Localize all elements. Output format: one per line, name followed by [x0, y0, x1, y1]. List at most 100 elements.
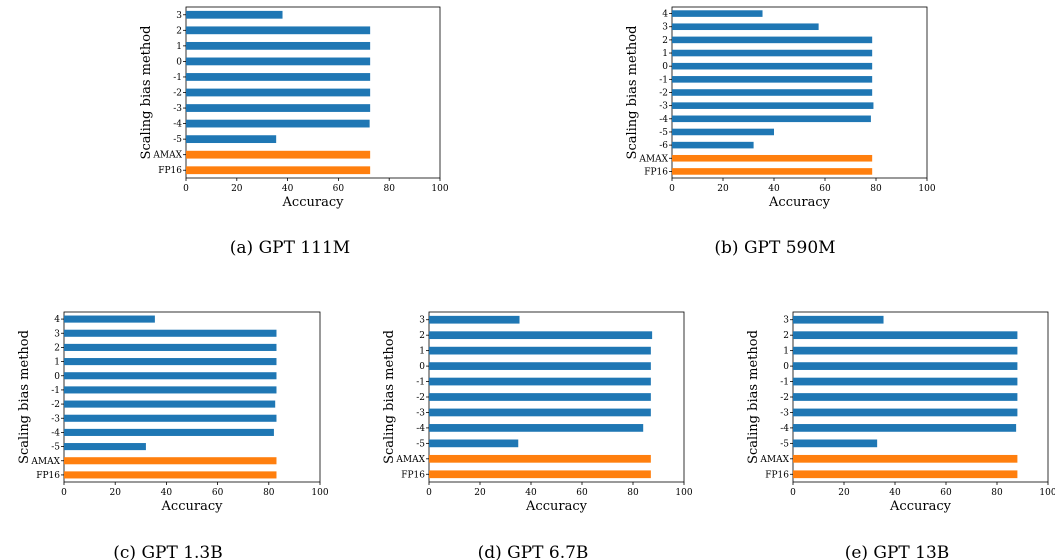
x-tick-label: 20 [838, 488, 850, 498]
plot-frame [63, 311, 321, 483]
bar [429, 362, 651, 370]
x-tick-label: 0 [61, 488, 67, 498]
x-tick-label: 0 [790, 488, 796, 498]
bar [672, 49, 873, 57]
y-tick-label: 4 [662, 10, 668, 20]
x-tick-label: 40 [161, 488, 173, 498]
bar [186, 73, 371, 81]
bar [429, 315, 520, 324]
y-tick-label: -5 [780, 439, 789, 449]
y-tick-label: -5 [51, 443, 60, 453]
x-tick-label: 80 [991, 488, 1003, 498]
bar [793, 470, 1018, 479]
bar [64, 428, 274, 436]
bar [429, 331, 653, 340]
x-tick-label: 100 [431, 184, 448, 194]
y-tick-label: -4 [659, 115, 668, 125]
bar [64, 386, 277, 394]
x-tick-label: 40 [889, 488, 901, 498]
y-tick-label: -3 [416, 408, 425, 418]
bar [793, 315, 884, 324]
bar [429, 346, 651, 355]
y-tick-label: 1 [176, 42, 182, 52]
bar [186, 119, 370, 128]
y-tick-label: 2 [419, 331, 425, 341]
bar [672, 10, 763, 17]
x-tick-label: 20 [231, 184, 243, 194]
y-tick-label: 4 [54, 315, 60, 325]
y-tick-label: -5 [659, 128, 668, 138]
y-tick-label: -4 [416, 424, 425, 434]
bar [64, 358, 277, 366]
y-tick-label: -6 [659, 141, 668, 151]
bar [672, 168, 873, 175]
y-tick-label: 1 [662, 49, 668, 59]
bar [64, 343, 277, 351]
bar [793, 408, 1018, 417]
y-tick-label: -2 [51, 400, 60, 410]
bar [429, 439, 519, 448]
y-tick-label: 3 [662, 23, 668, 33]
subfigure-caption: (b) GPT 590M [714, 238, 835, 258]
bar [672, 89, 873, 96]
bar [64, 457, 277, 465]
x-tick-label: 20 [474, 488, 486, 498]
x-axis-label: Accuracy [525, 499, 588, 514]
y-tick-label: AMAX [759, 455, 789, 465]
bar [186, 10, 283, 19]
bar [672, 154, 873, 162]
y-tick-label: FP16 [158, 166, 182, 176]
y-tick-label: -1 [659, 75, 668, 85]
x-tick-label: 80 [383, 184, 395, 194]
x-tick-label: 20 [109, 488, 121, 498]
bar [64, 315, 155, 323]
bar [186, 41, 371, 50]
y-tick-label: 0 [419, 362, 425, 372]
y-tick-label: -1 [51, 386, 60, 396]
y-tick-label: 3 [783, 316, 789, 326]
bar [672, 76, 873, 83]
subfigure-caption: (c) GPT 1.3B [113, 543, 222, 560]
bar [793, 362, 1018, 370]
y-axis-label: Scaling bias method [625, 26, 640, 160]
x-tick-label: 100 [675, 488, 692, 498]
bar [672, 115, 871, 123]
x-tick-label: 80 [870, 184, 882, 194]
x-tick-label: 60 [940, 488, 952, 498]
y-tick-label: -2 [173, 89, 182, 99]
bar [186, 104, 371, 112]
bar [672, 23, 819, 31]
y-tick-label: 1 [54, 358, 60, 368]
bar [793, 377, 1018, 386]
x-tick-label: 60 [576, 488, 588, 498]
x-axis-label: Accuracy [161, 499, 224, 514]
bar [793, 454, 1018, 463]
x-tick-label: 0 [669, 184, 675, 194]
bar [64, 414, 277, 422]
x-tick-label: 20 [717, 184, 729, 194]
bar [429, 424, 644, 432]
x-tick-label: 60 [333, 184, 345, 194]
y-tick-label: AMAX [30, 457, 60, 467]
bar [186, 57, 371, 66]
x-tick-label: 40 [282, 184, 294, 194]
y-tick-label: 0 [176, 57, 182, 67]
y-axis-label: Scaling bias method [382, 330, 397, 464]
y-tick-label: AMAX [152, 151, 182, 161]
bar [793, 331, 1018, 340]
y-tick-label: 2 [54, 343, 60, 353]
y-tick-label: -1 [416, 378, 425, 388]
subfigure-caption: (a) GPT 111M [230, 238, 350, 258]
y-tick-label: -5 [416, 439, 425, 449]
y-tick-label: -4 [173, 120, 182, 130]
bar [429, 470, 651, 479]
bar [429, 408, 651, 417]
y-tick-label: -4 [780, 424, 789, 434]
y-tick-label: -2 [659, 89, 668, 99]
y-tick-label: 1 [419, 347, 425, 357]
y-tick-label: FP16 [401, 470, 425, 480]
bar [429, 393, 651, 401]
